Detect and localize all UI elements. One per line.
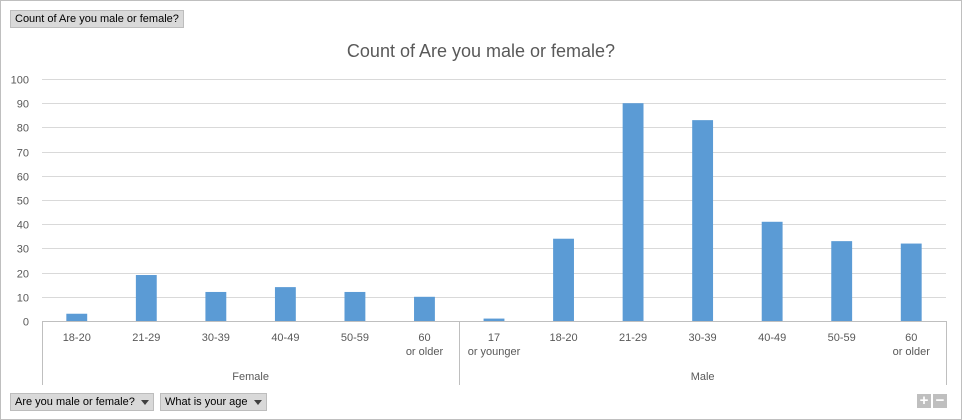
y-tick-label: 50	[17, 196, 29, 208]
bar	[274, 287, 296, 321]
y-tick-label: 60	[17, 172, 29, 184]
x-group-label: Male	[691, 371, 715, 383]
x-group-label: Female	[232, 371, 269, 383]
chart-title: Count of Are you male or female?	[347, 41, 615, 61]
bar	[553, 238, 574, 321]
x-category-label: 40-49	[271, 332, 299, 344]
bar	[692, 120, 714, 321]
expand-field-button[interactable]: +	[917, 393, 931, 408]
x-category-label: 18-20	[63, 332, 91, 344]
y-tick-label: 0	[23, 317, 29, 329]
x-category-label: 60 or older	[406, 332, 444, 358]
y-tick-label: 70	[17, 148, 29, 160]
age-field-button[interactable]: What is your age	[160, 393, 267, 411]
chevron-down-icon[interactable]	[253, 399, 262, 405]
x-axis	[42, 321, 947, 385]
x-axis-category-labels: 18-20 21-29 30-39 40-49 50-59 60 or older 17 or …	[63, 332, 931, 358]
x-category-label: 50-59	[828, 332, 856, 344]
x-category-label: 17 or younger	[468, 332, 521, 358]
bar	[205, 291, 227, 321]
y-tick-label: 30	[17, 244, 29, 256]
bar	[66, 313, 88, 321]
value-field-button[interactable]: Count of Are you male or female?	[10, 10, 184, 28]
y-tick-label: 90	[17, 99, 29, 111]
y-tick-label: 10	[17, 293, 29, 305]
x-category-label: 40-49	[758, 332, 786, 344]
bar	[761, 221, 783, 321]
x-category-label: 21-29	[619, 332, 647, 344]
x-category-label: 30-39	[202, 332, 230, 344]
x-category-label: 18-20	[549, 332, 577, 344]
y-tick-label: 100	[11, 75, 29, 87]
y-tick-label: 40	[17, 220, 29, 232]
x-category-label: 60 or older	[893, 332, 931, 358]
y-tick-label: 20	[17, 269, 29, 281]
y-tick-label: 80	[17, 123, 29, 135]
bar	[414, 296, 435, 321]
chevron-down-icon[interactable]	[140, 399, 149, 405]
collapse-field-button[interactable]: −	[933, 393, 947, 408]
bars	[66, 103, 922, 321]
bar	[344, 291, 366, 321]
bar	[483, 318, 505, 321]
x-category-label: 21-29	[132, 332, 160, 344]
bar	[900, 243, 922, 321]
gender-field-button[interactable]: Are you male or female?	[10, 393, 154, 411]
gender-field-label: Are you male or female?	[15, 396, 135, 408]
value-field-label: Count of Are you male or female?	[15, 13, 179, 25]
bar	[831, 241, 853, 321]
x-category-label: 30-39	[689, 332, 717, 344]
x-category-label: 50-59	[341, 332, 369, 344]
x-axis-group-labels: Female Male	[232, 371, 714, 383]
bar	[622, 103, 644, 321]
y-axis-tick-labels: 0 10 20 30 40 50 60 70 80 90 100	[11, 75, 29, 329]
bar	[135, 275, 157, 321]
age-field-label: What is your age	[165, 396, 248, 408]
gridlines	[42, 79, 946, 298]
